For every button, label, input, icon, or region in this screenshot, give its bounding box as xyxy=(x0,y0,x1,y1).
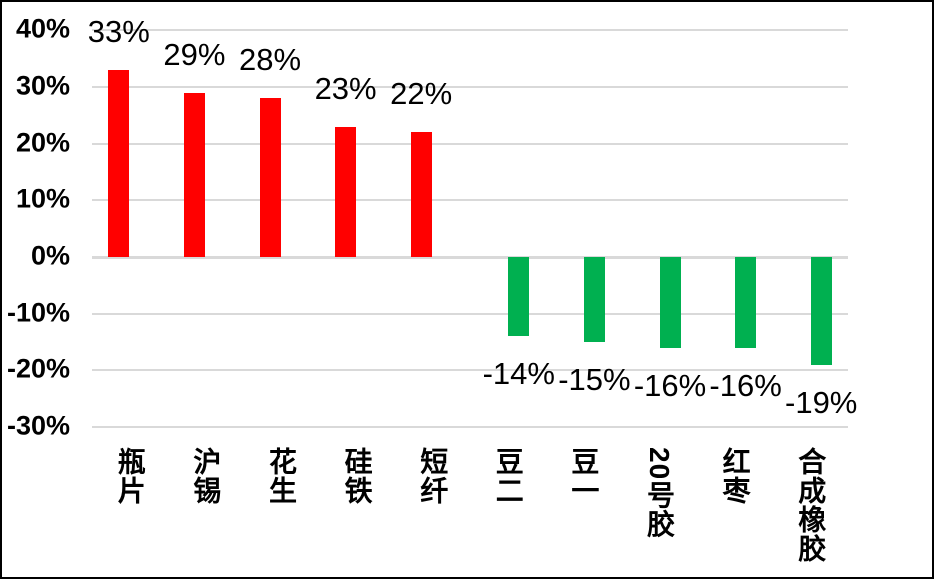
gridline xyxy=(92,199,848,202)
y-axis-tick-label: 40% xyxy=(15,13,70,44)
bar-value-label: 23% xyxy=(314,70,377,106)
category-label: 豆一 xyxy=(568,447,600,505)
category-label: 合成橡胶 xyxy=(795,447,827,563)
bar xyxy=(659,257,681,348)
y-axis-tick-label: 20% xyxy=(15,127,70,158)
bar xyxy=(183,92,205,257)
bar xyxy=(259,98,281,257)
bar-value-label: 28% xyxy=(238,42,302,78)
bar xyxy=(810,257,832,365)
bar xyxy=(508,257,530,337)
gridline xyxy=(92,312,848,315)
y-axis-tick-label: -20% xyxy=(6,353,70,384)
bar-value-label: -15% xyxy=(558,362,631,398)
bar-value-label: 29% xyxy=(163,36,226,72)
y-axis-tick-label: -10% xyxy=(6,297,70,328)
category-label: 瓶片 xyxy=(114,447,146,505)
bar-value-label: -19% xyxy=(785,384,858,420)
bar-value-label: -16% xyxy=(633,367,707,403)
bar-value-label: -16% xyxy=(709,367,782,403)
category-label: 硅铁 xyxy=(341,447,373,505)
gridline xyxy=(92,85,848,88)
category-label: 20号胶 xyxy=(644,447,675,539)
y-axis-tick-label: -30% xyxy=(6,410,70,441)
y-axis-tick-label: 30% xyxy=(15,70,70,101)
y-axis-tick-label: 0% xyxy=(30,240,70,271)
gridline xyxy=(92,142,848,145)
bar-value-label: 33% xyxy=(87,13,150,49)
category-label: 花生 xyxy=(266,447,297,505)
bar xyxy=(335,126,357,257)
category-label: 豆二 xyxy=(492,447,524,505)
bar xyxy=(410,132,432,257)
bar xyxy=(108,69,130,257)
category-label: 短纤 xyxy=(417,447,449,505)
bar xyxy=(735,257,757,348)
category-label: 红枣 xyxy=(719,447,751,505)
gridline xyxy=(92,255,848,259)
bar xyxy=(583,257,605,343)
bar-value-label: -14% xyxy=(482,356,555,392)
gridline xyxy=(92,29,848,32)
category-label: 沪锡 xyxy=(190,447,222,505)
bar-value-label: 22% xyxy=(390,76,453,112)
y-axis-tick-label: 10% xyxy=(15,183,70,214)
gridline xyxy=(92,369,848,372)
gridline xyxy=(92,426,848,429)
